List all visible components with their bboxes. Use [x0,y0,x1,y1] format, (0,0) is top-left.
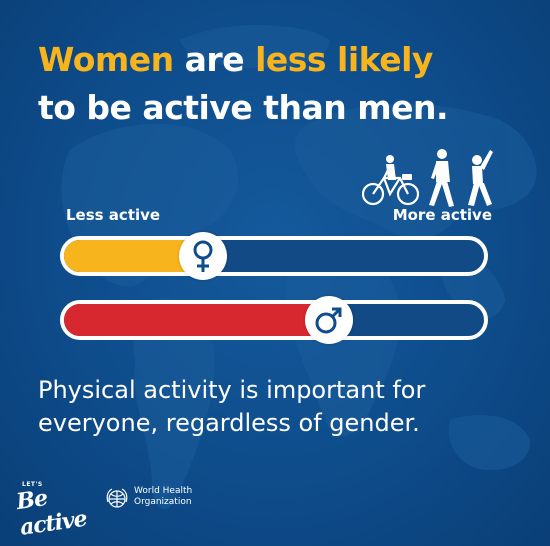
cyclist-icon [362,155,420,206]
male-symbol-icon [315,307,342,334]
headline-are: are [173,40,256,79]
less-active-label: Less active [66,206,161,224]
headline-line2: to be active than men. [38,88,449,127]
lets-be-active-logo: LET'S Be active [15,478,90,541]
key-message: Physical activity is important for every… [38,376,426,437]
men-activity-bar [60,296,488,344]
who-wordmark-line2: Organization [134,497,192,507]
men-activity-marker [304,296,353,344]
more-active-label: More active [392,206,492,224]
men-activity-fill [64,304,329,336]
who-wordmark-line1: World Health [134,486,193,496]
women-activity-marker [178,232,227,280]
female-symbol-icon [193,240,213,272]
walking-person-icon [429,149,454,207]
headline-less-likely: less likely [255,40,433,79]
who-emblem-icon [106,488,128,508]
lets-be-active-logo-main: Be active [14,485,89,541]
activity-icons [362,148,494,208]
stretching-person-icon [468,150,493,206]
who-wordmark: World Health Organization [134,486,244,508]
headline: Women are less likely to be active than m… [38,36,518,132]
women-activity-bar [60,232,488,280]
lets-be-active-logo-small: LET'S [22,481,43,488]
footer-logos: LET'S Be active World Health Organizatio… [15,478,278,541]
headline-women: Women [38,40,174,79]
